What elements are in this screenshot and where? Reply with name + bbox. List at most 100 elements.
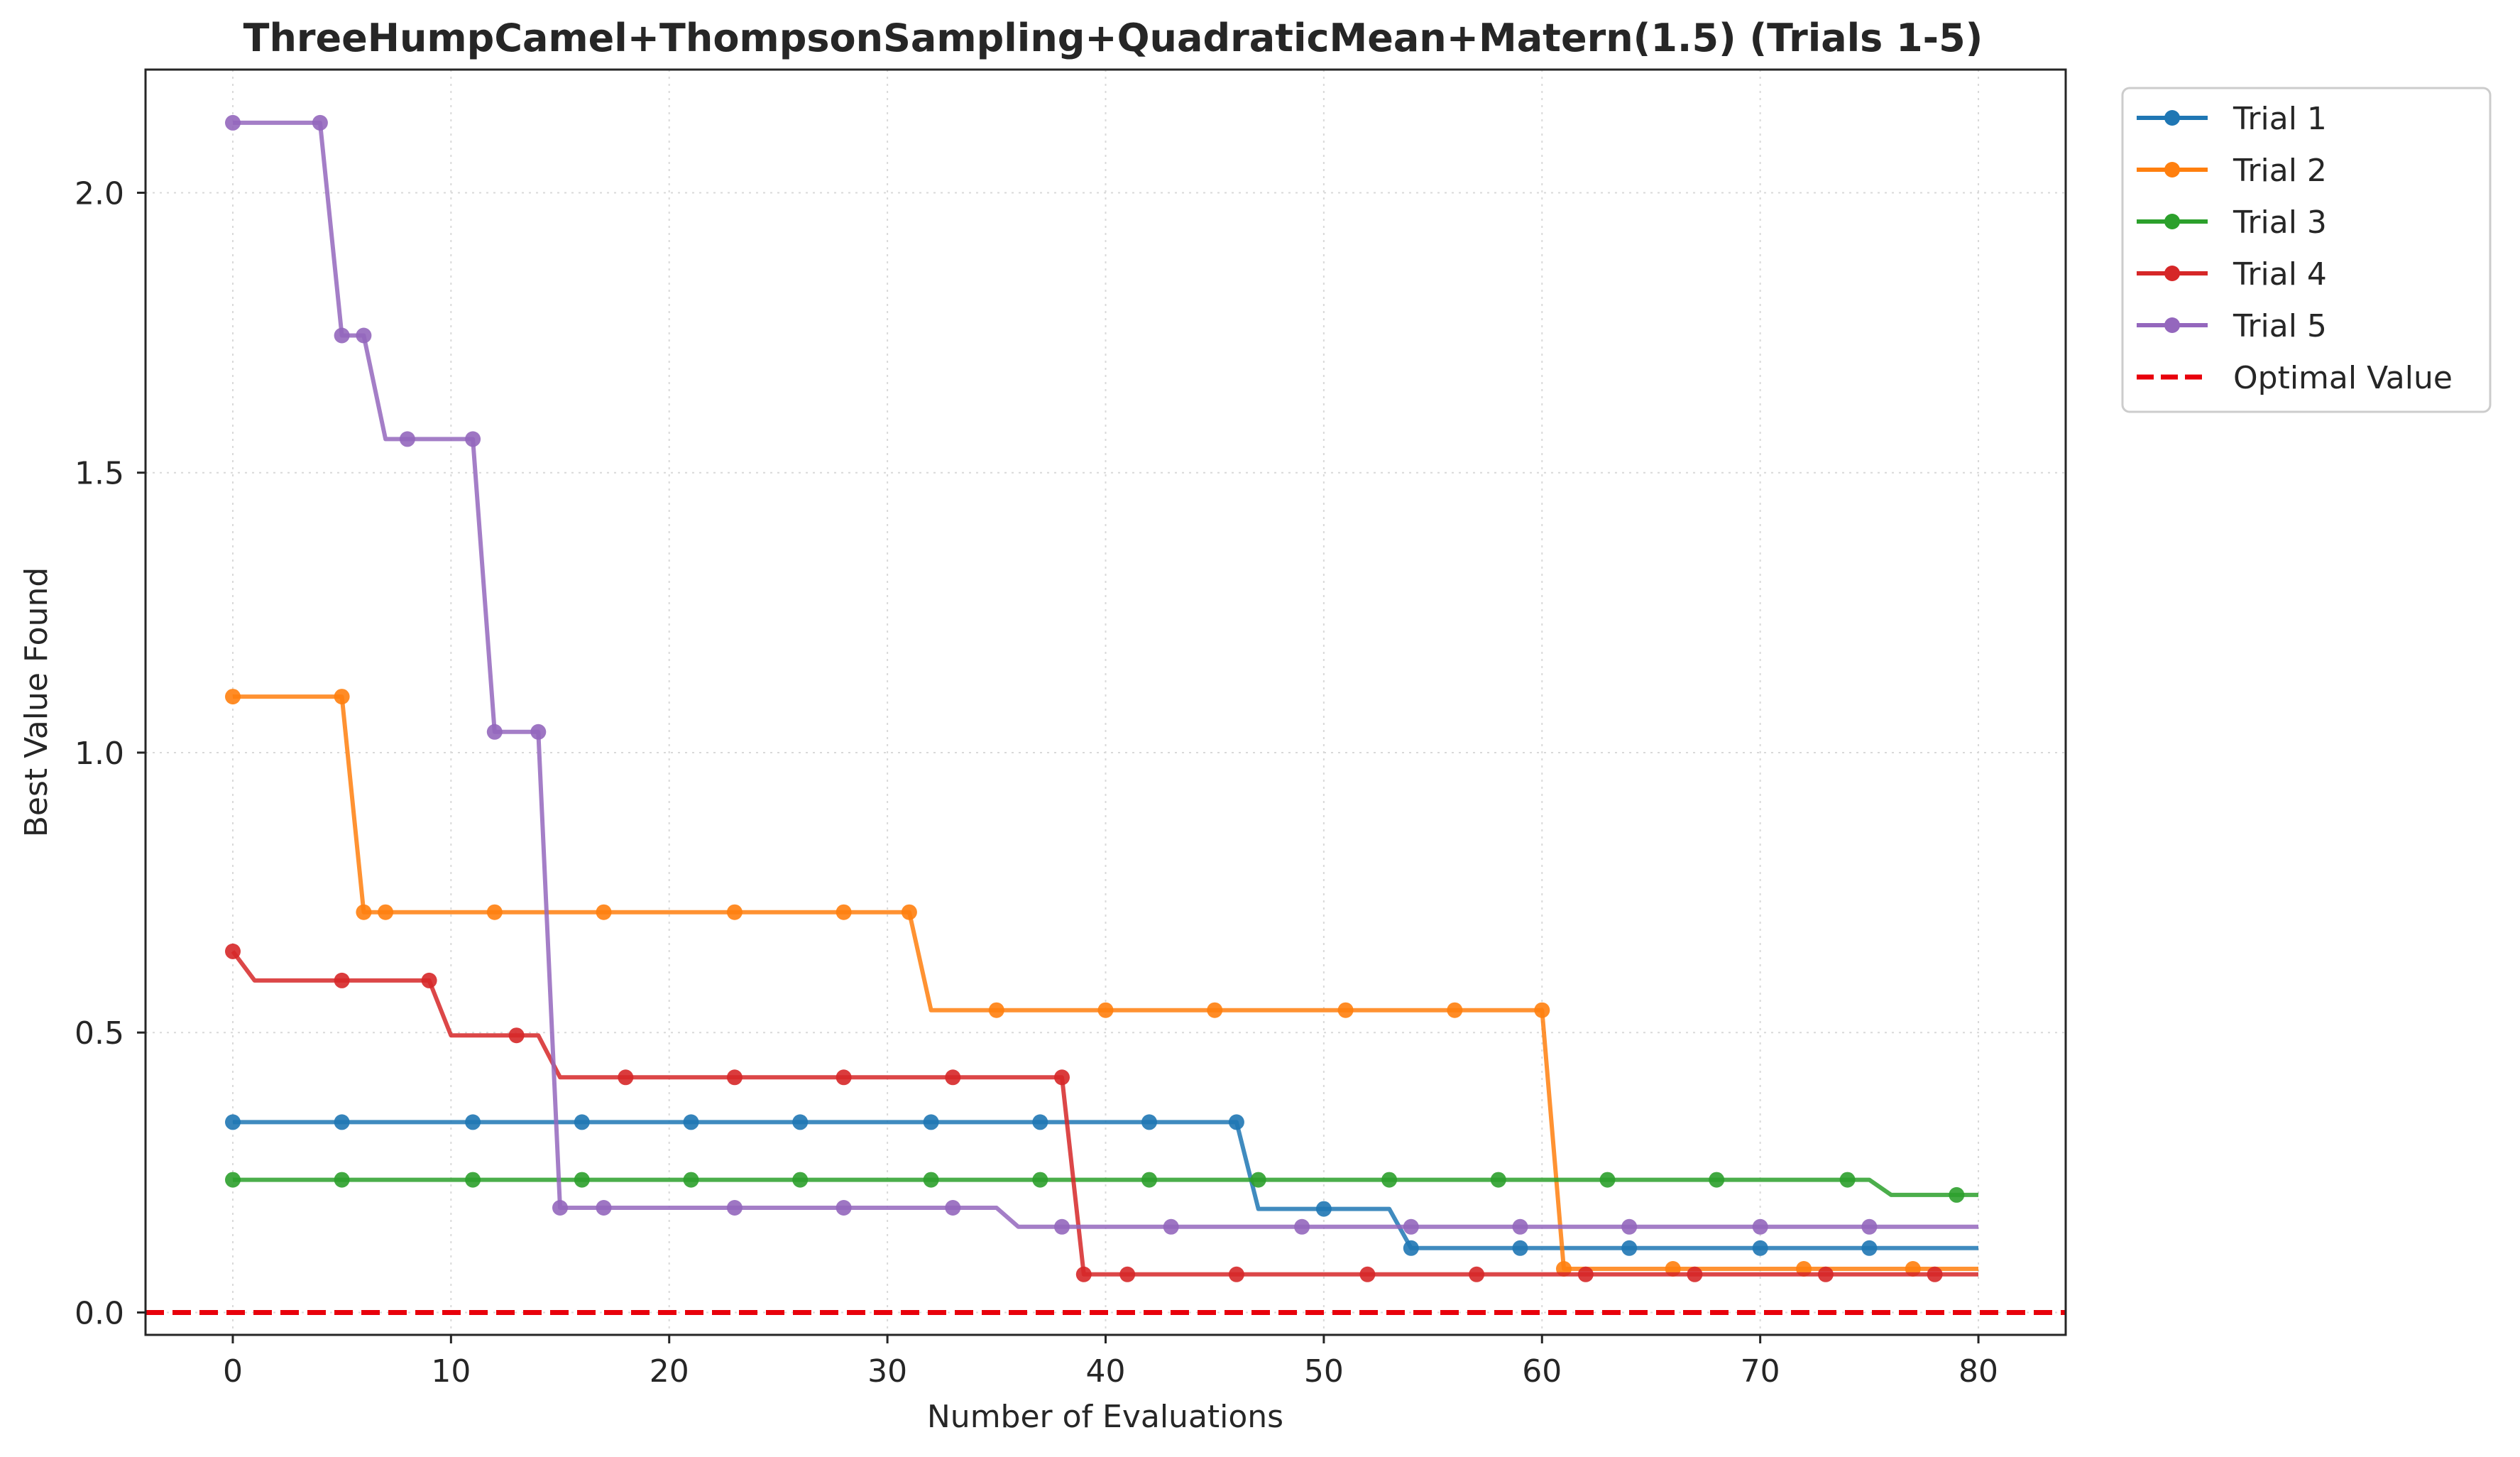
data-point	[923, 1114, 939, 1130]
data-point	[1119, 1266, 1136, 1282]
legend-entry: Trial 3	[2137, 204, 2327, 241]
data-point	[1861, 1218, 1878, 1235]
series-layer	[225, 114, 1978, 1282]
data-point	[378, 904, 394, 920]
data-point	[1207, 1002, 1223, 1018]
y-axis-label: Best Value Found	[18, 567, 55, 838]
data-point	[486, 904, 503, 920]
data-point	[1752, 1218, 1768, 1235]
legend: Trial 1 Trial 2 Trial 3 Trial 4 Trial 5 Optim…	[2121, 87, 2492, 413]
legend-items: Trial 1 Trial 2 Trial 3 Trial 4 Trial 5 Optim…	[2137, 101, 2453, 396]
data-point	[399, 431, 415, 447]
data-point	[312, 114, 328, 131]
legend-marker	[2164, 162, 2180, 178]
y-tick-label: 0.5	[75, 1015, 124, 1052]
data-point	[334, 1114, 350, 1130]
data-point	[1490, 1172, 1506, 1188]
data-point	[334, 1172, 350, 1188]
data-point	[1032, 1114, 1048, 1130]
data-point	[1839, 1172, 1856, 1188]
legend-marker	[2164, 266, 2180, 281]
series-line	[233, 1177, 1978, 1197]
data-point	[1599, 1172, 1616, 1188]
data-point	[1054, 1069, 1070, 1086]
legend-entry: Optimal Value	[2137, 360, 2453, 396]
data-point	[334, 972, 350, 988]
x-tick-label: 10	[431, 1353, 471, 1390]
legend-marker	[2164, 317, 2180, 333]
data-point	[1163, 1218, 1179, 1235]
y-tick-label: 0.0	[75, 1295, 124, 1331]
data-point	[356, 904, 372, 920]
data-point	[1359, 1266, 1376, 1282]
data-point	[1861, 1240, 1878, 1256]
data-point	[1577, 1266, 1594, 1282]
data-point	[1381, 1172, 1398, 1188]
data-point	[618, 1069, 634, 1086]
data-point	[792, 1114, 809, 1130]
x-tick-label: 30	[867, 1353, 907, 1390]
data-point	[1141, 1114, 1157, 1130]
x-tick-label: 60	[1522, 1353, 1562, 1390]
series-trial-1	[225, 1114, 1978, 1256]
data-point	[1054, 1218, 1070, 1235]
data-point	[225, 114, 241, 131]
data-point	[792, 1172, 809, 1188]
legend-marker	[2164, 214, 2180, 229]
x-axis-ticks: 0 10 20 30 40 50 60 70 80	[223, 1335, 1998, 1390]
legend-label: Trial 1	[2233, 101, 2327, 137]
legend-entry: Trial 2	[2137, 153, 2327, 189]
data-point	[530, 724, 547, 740]
data-point	[1752, 1240, 1768, 1256]
series-trial-5	[225, 114, 1978, 1235]
legend-label: Trial 5	[2233, 308, 2327, 344]
data-point	[1534, 1002, 1550, 1018]
data-point	[334, 689, 350, 705]
data-point	[683, 1114, 699, 1130]
x-tick-label: 80	[1959, 1353, 1998, 1390]
data-point	[1294, 1218, 1310, 1235]
legend-label: Trial 2	[2233, 153, 2327, 189]
data-point	[1403, 1218, 1419, 1235]
data-point	[836, 904, 852, 920]
data-point	[836, 1069, 852, 1086]
x-tick-label: 0	[223, 1353, 243, 1390]
data-point	[923, 1172, 939, 1188]
data-point	[1337, 1002, 1354, 1018]
x-tick-label: 50	[1304, 1353, 1344, 1390]
data-point	[596, 904, 612, 920]
legend-entry: Trial 4	[2137, 256, 2327, 293]
data-point	[1032, 1172, 1048, 1188]
y-tick-label: 1.5	[75, 456, 124, 492]
data-point	[1141, 1172, 1157, 1188]
y-tick-label: 1.0	[75, 736, 124, 772]
data-point	[486, 724, 503, 740]
data-point	[726, 904, 743, 920]
data-point	[225, 1114, 241, 1130]
data-point	[836, 1200, 852, 1216]
data-point	[596, 1200, 612, 1216]
legend-entry: Trial 1	[2137, 101, 2327, 137]
data-point	[465, 431, 481, 447]
data-point	[1228, 1266, 1244, 1282]
x-tick-label: 70	[1741, 1353, 1780, 1390]
data-point	[1097, 1002, 1114, 1018]
data-point	[1949, 1186, 1965, 1203]
data-point	[1075, 1266, 1092, 1282]
legend-label: Trial 4	[2233, 256, 2327, 293]
series-line	[231, 950, 1978, 1277]
legend-frame	[2121, 87, 2492, 413]
x-tick-label: 40	[1086, 1353, 1126, 1390]
data-point	[1250, 1172, 1266, 1188]
data-point	[726, 1200, 743, 1216]
data-point	[1709, 1172, 1725, 1188]
data-point	[225, 943, 241, 959]
data-point	[1447, 1002, 1463, 1018]
data-point	[726, 1069, 743, 1086]
data-point	[1315, 1201, 1332, 1217]
x-axis-label: Number of Evaluations	[927, 1399, 1283, 1435]
legend-entry: Trial 5	[2137, 308, 2327, 344]
data-point	[945, 1200, 961, 1216]
data-point	[574, 1114, 590, 1130]
data-point	[421, 972, 437, 988]
